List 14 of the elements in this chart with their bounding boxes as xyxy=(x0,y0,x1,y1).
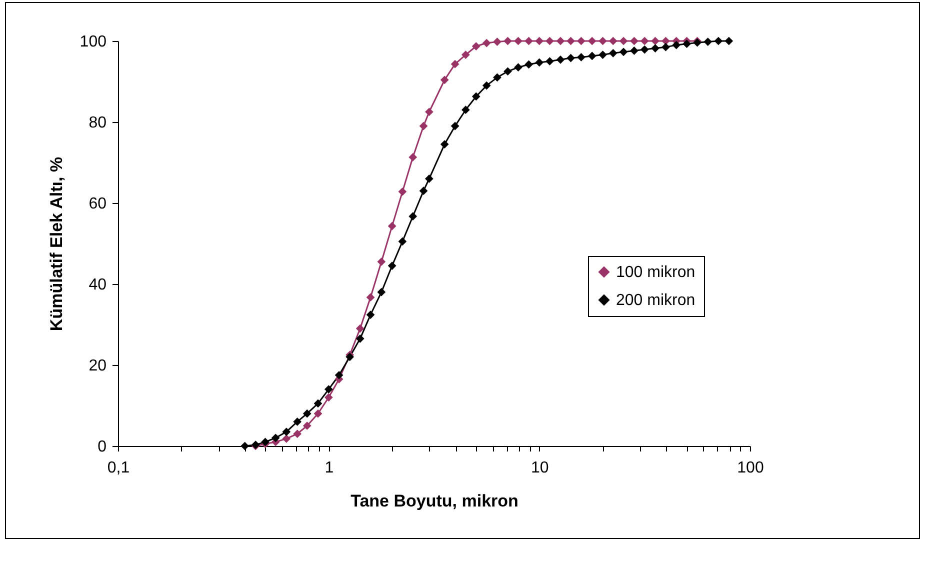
y-tick-label: 20 xyxy=(88,358,107,374)
y-tick-label: 100 xyxy=(80,34,107,50)
y-axis-title: Kümülatif Elek Altı, % xyxy=(46,156,66,332)
y-tick-label: 40 xyxy=(88,276,107,294)
y-tick-label: 80 xyxy=(88,114,107,132)
legend-label: 200 mikron xyxy=(616,292,696,309)
legend-label: 100 mikron xyxy=(616,264,696,281)
y-tick-label: 0 xyxy=(98,438,107,456)
x-tick-label: 10 xyxy=(530,460,549,476)
x-tick-label: 1 xyxy=(324,460,334,476)
x-tick-label: 0,1 xyxy=(107,460,130,476)
y-tick-label: 60 xyxy=(88,196,107,212)
x-axis-title: Tane Boyutu, mikron xyxy=(350,492,518,510)
x-tick-label: 100 xyxy=(737,460,764,476)
